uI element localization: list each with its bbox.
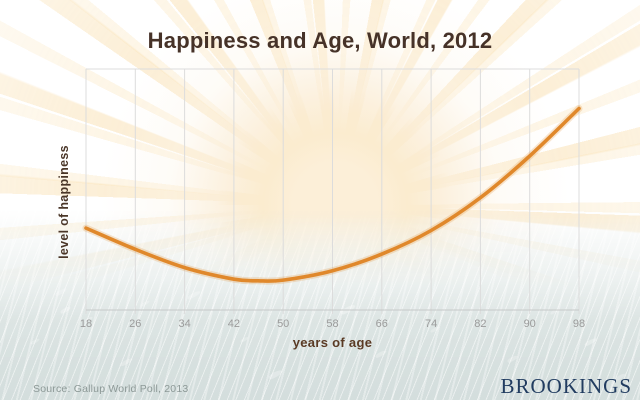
brookings-logo: BROOKINGS bbox=[500, 374, 632, 398]
x-tick-label: 50 bbox=[277, 318, 290, 330]
x-tick-label: 66 bbox=[375, 318, 388, 330]
happiness-curve bbox=[84, 106, 581, 283]
x-tick-label: 34 bbox=[178, 318, 191, 330]
x-tick-label: 74 bbox=[424, 318, 438, 330]
x-tick-label: 42 bbox=[227, 318, 241, 330]
x-tick-label: 58 bbox=[326, 318, 339, 330]
x-tick-label: 18 bbox=[79, 318, 93, 330]
x-tick-label: 98 bbox=[572, 318, 586, 330]
chart-title: Happiness and Age, World, 2012 bbox=[147, 28, 493, 53]
x-tick-label: 26 bbox=[129, 318, 142, 330]
source-note: Source: Gallup World Poll, 2013 bbox=[33, 383, 189, 395]
x-tick-label: 82 bbox=[474, 318, 487, 330]
x-axis-label: years of age bbox=[292, 335, 373, 350]
x-tick-label: 90 bbox=[523, 318, 536, 330]
y-axis-label: level of happiness bbox=[57, 145, 71, 259]
